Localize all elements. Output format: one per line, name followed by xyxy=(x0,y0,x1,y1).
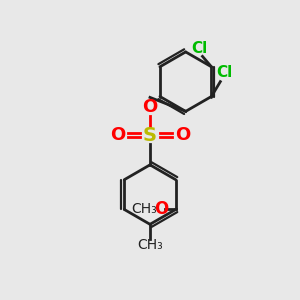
Text: CH₃: CH₃ xyxy=(137,238,163,252)
Text: S: S xyxy=(143,126,157,145)
Text: CH₃: CH₃ xyxy=(132,202,158,216)
Text: O: O xyxy=(142,98,158,116)
Text: O: O xyxy=(175,126,190,144)
Text: O: O xyxy=(154,200,168,218)
Text: Cl: Cl xyxy=(217,65,233,80)
Text: O: O xyxy=(110,126,125,144)
Text: Cl: Cl xyxy=(191,41,208,56)
